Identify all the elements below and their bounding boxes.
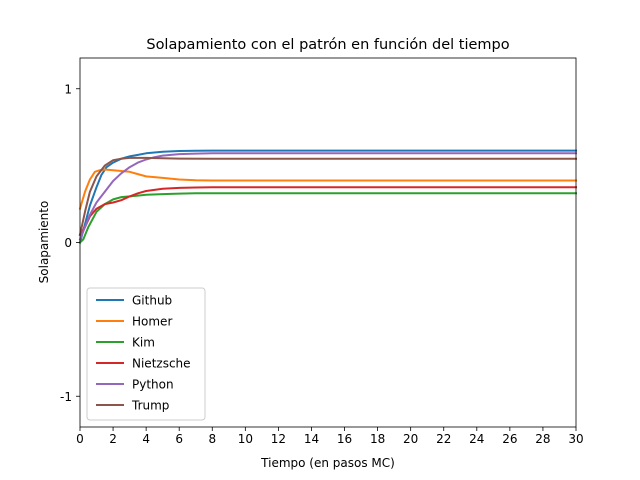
- x-tick-label: 14: [304, 432, 319, 446]
- y-tick-label: 1: [64, 82, 72, 96]
- legend: Github Homer Kim Nietzsche Python Trump: [86, 287, 206, 421]
- x-tick-label: 0: [76, 432, 84, 446]
- x-tick-label: 2: [109, 432, 117, 446]
- x-tick-label: 6: [175, 432, 183, 446]
- legend-label-kim: Kim: [132, 336, 155, 350]
- series-line-kim: [78, 192, 577, 244]
- legend-label-nietzsche: Nietzsche: [132, 357, 191, 371]
- y-axis-label: Solapamiento: [37, 201, 51, 284]
- legend-label-github: Github: [132, 294, 172, 308]
- x-tick-label: 8: [208, 432, 216, 446]
- series-line-github: [78, 149, 577, 244]
- y-tick-label: -1: [60, 390, 72, 404]
- x-tick-label: 16: [337, 432, 352, 446]
- legend-label-homer: Homer: [132, 315, 172, 329]
- x-tick-label: 30: [568, 432, 583, 446]
- x-tick-label: 20: [403, 432, 418, 446]
- x-tick-label: 24: [469, 432, 484, 446]
- series-line-nietzsche: [78, 186, 577, 237]
- legend-label-trump: Trump: [131, 399, 169, 413]
- series-line-homer: [78, 168, 577, 210]
- x-tick-label: 28: [535, 432, 550, 446]
- x-tick-label: 26: [502, 432, 517, 446]
- x-tick-label: 10: [238, 432, 253, 446]
- series-line-trump: [78, 156, 577, 236]
- y-axis-ticks: -1 0 1: [60, 82, 80, 404]
- x-axis-ticks: 0 2 4 6 8 10 12 14 16 18 20 22 24 26 28 30: [76, 427, 584, 446]
- x-tick-label: 4: [142, 432, 150, 446]
- x-tick-label: 18: [370, 432, 385, 446]
- series-line-python: [78, 152, 577, 241]
- x-tick-label: 12: [271, 432, 286, 446]
- x-tick-label: 22: [436, 432, 451, 446]
- y-tick-label: 0: [64, 236, 72, 250]
- series-layer: [78, 149, 577, 244]
- chart-title: Solapamiento con el patrón en función de…: [146, 37, 509, 53]
- legend-label-python: Python: [132, 378, 174, 392]
- x-axis-label: Tiempo (en pasos MC): [260, 456, 395, 470]
